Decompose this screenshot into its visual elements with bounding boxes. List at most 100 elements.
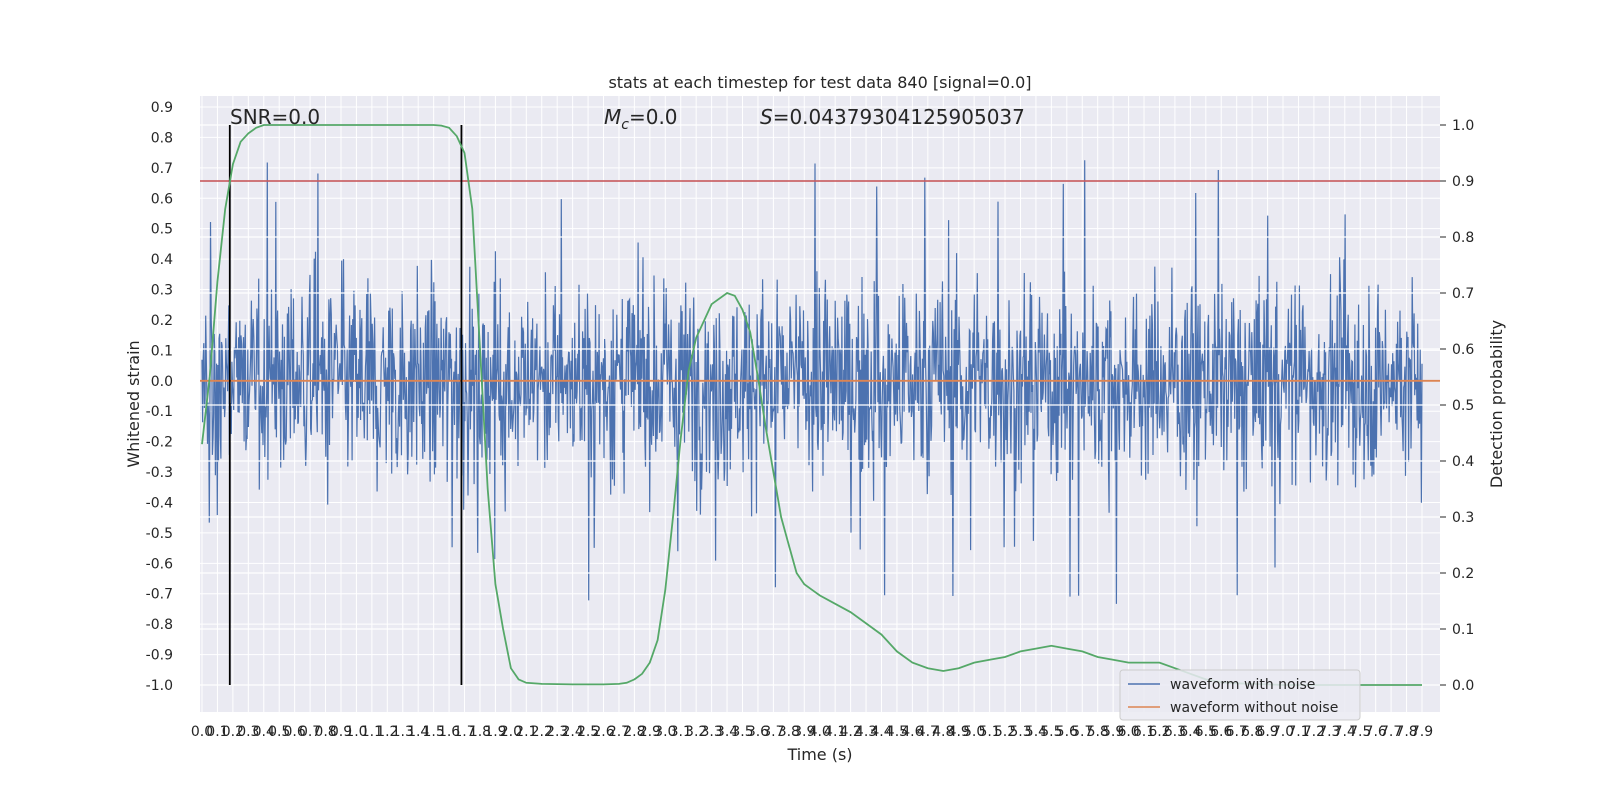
x-tick-label: 0.8 bbox=[314, 724, 336, 740]
x-tick-label: 5.2 bbox=[994, 724, 1016, 740]
x-tick-label: 2.3 bbox=[546, 724, 568, 740]
x-tick-label: 4.9 bbox=[948, 724, 970, 740]
x-tick-label: 2.9 bbox=[639, 724, 661, 740]
y-tick-label: -1.0 bbox=[146, 678, 173, 694]
y-tick-label: -0.9 bbox=[146, 648, 173, 664]
x-tick-label: 2.0 bbox=[500, 724, 522, 740]
x-tick-label: 5.7 bbox=[1071, 724, 1093, 740]
legend-label-clean: waveform without noise bbox=[1170, 700, 1338, 716]
x-tick-label: 0.1 bbox=[206, 724, 228, 740]
x-tick-label: 4.7 bbox=[917, 724, 939, 740]
x-tick-label: 1.4 bbox=[407, 724, 429, 740]
x-tick-label: 1.9 bbox=[484, 724, 506, 740]
s-value: =0.04379304125905037 bbox=[773, 105, 1025, 129]
x-tick-label: 7.0 bbox=[1272, 724, 1294, 740]
x-tick-label: 1.5 bbox=[423, 724, 445, 740]
x-tick-label: 4.0 bbox=[809, 724, 831, 740]
x-tick-label: 7.6 bbox=[1365, 724, 1387, 740]
x-tick-label: 2.7 bbox=[608, 724, 630, 740]
x-tick-label: 4.5 bbox=[886, 724, 908, 740]
x-tick-label: 7.8 bbox=[1395, 724, 1417, 740]
chirp-mass-annotation: Mc=0.0 bbox=[604, 105, 678, 133]
chart-title: stats at each timestep for test data 840… bbox=[608, 73, 1031, 92]
y2-tick-label: 0.0 bbox=[1452, 678, 1474, 694]
s-annotation: S=0.04379304125905037 bbox=[760, 105, 1025, 129]
x-tick-label: 7.3 bbox=[1318, 724, 1340, 740]
legend: waveform with noise waveform without noi… bbox=[1119, 669, 1361, 721]
x-tick-label: 0.7 bbox=[299, 724, 321, 740]
y2-tick-label: 1.0 bbox=[1452, 118, 1474, 134]
y-tick-label: 0.9 bbox=[151, 100, 173, 116]
y-tick-label: 0.2 bbox=[151, 313, 173, 329]
y2-tick-label: 0.4 bbox=[1452, 454, 1474, 470]
y-tick-label: -0.3 bbox=[146, 465, 173, 481]
x-tick-label: 4.3 bbox=[855, 724, 877, 740]
x-tick-label: 5.3 bbox=[1009, 724, 1031, 740]
x-tick-label: 5.6 bbox=[1056, 724, 1078, 740]
y-tick-label: -0.7 bbox=[146, 587, 173, 603]
y-tick-label: 0.8 bbox=[151, 130, 173, 146]
x-tick-label: 6.3 bbox=[1164, 724, 1186, 740]
y-tick-label: 0.6 bbox=[151, 191, 173, 207]
x-tick-label: 1.0 bbox=[345, 724, 367, 740]
x-tick-label: 0.0 bbox=[191, 724, 213, 740]
y-tick-label: -0.1 bbox=[146, 404, 173, 420]
x-tick-label: 6.9 bbox=[1256, 724, 1278, 740]
x-tick-label: 5.8 bbox=[1087, 724, 1109, 740]
x-tick-label: 7.1 bbox=[1287, 724, 1309, 740]
x-tick-label: 2.8 bbox=[623, 724, 645, 740]
x-tick-label: 7.9 bbox=[1411, 724, 1433, 740]
y-tick-label: -0.6 bbox=[146, 556, 173, 572]
x-tick-label: 4.1 bbox=[824, 724, 846, 740]
x-tick-label: 0.6 bbox=[284, 724, 306, 740]
x-tick-label: 3.6 bbox=[747, 724, 769, 740]
x-tick-label: 4.8 bbox=[932, 724, 954, 740]
x-tick-label: 7.2 bbox=[1303, 724, 1325, 740]
y2-tick-label: 0.8 bbox=[1452, 230, 1474, 246]
x-axis-label: Time (s) bbox=[786, 745, 852, 764]
x-tick-label: 0.4 bbox=[253, 724, 275, 740]
y-tick-label: 0.1 bbox=[151, 343, 173, 359]
x-tick-label: 6.1 bbox=[1133, 724, 1155, 740]
y-tick-label: -0.5 bbox=[146, 526, 173, 542]
legend-label-noise: waveform with noise bbox=[1170, 677, 1315, 693]
y2-tick-label: 0.2 bbox=[1452, 566, 1474, 582]
legend-box bbox=[1119, 669, 1361, 721]
snr-annotation: SNR=0.0 bbox=[230, 105, 320, 129]
x-tick-label: 0.2 bbox=[222, 724, 244, 740]
x-tick-label: 3.8 bbox=[778, 724, 800, 740]
x-tick-label: 7.5 bbox=[1349, 724, 1371, 740]
x-tick-label: 0.5 bbox=[268, 724, 290, 740]
x-tick-label: 3.3 bbox=[700, 724, 722, 740]
overlay-lines bbox=[200, 124, 1440, 686]
x-tick-label: 5.9 bbox=[1102, 724, 1124, 740]
x-tick-label: 4.2 bbox=[839, 724, 861, 740]
x-tick-label: 3.7 bbox=[762, 724, 784, 740]
x-tick-label: 2.1 bbox=[515, 724, 537, 740]
x-tick-label: 0.3 bbox=[237, 724, 259, 740]
x-tick-label: 3.0 bbox=[654, 724, 676, 740]
y-tick-label: -0.4 bbox=[146, 495, 173, 511]
y-tick-label: 0.0 bbox=[151, 374, 173, 390]
x-tick-label: 1.6 bbox=[438, 724, 460, 740]
x-tick-label: 1.3 bbox=[392, 724, 414, 740]
x-tick-label: 6.7 bbox=[1226, 724, 1248, 740]
x-tick-label: 7.4 bbox=[1334, 724, 1356, 740]
x-tick-label: 6.8 bbox=[1241, 724, 1263, 740]
x-tick-label: 3.1 bbox=[670, 724, 692, 740]
x-tick-label: 1.2 bbox=[376, 724, 398, 740]
x-tick-label: 6.6 bbox=[1210, 724, 1232, 740]
y-tick-label: -0.2 bbox=[146, 435, 173, 451]
y-axis-label: Whitened strain bbox=[124, 340, 143, 467]
x-tick-label: 2.2 bbox=[531, 724, 553, 740]
x-tick-label: 3.4 bbox=[716, 724, 738, 740]
x-tick-label: 6.5 bbox=[1195, 724, 1217, 740]
x-tick-label: 2.5 bbox=[577, 724, 599, 740]
x-tick-label: 4.6 bbox=[901, 724, 923, 740]
x-tick-label: 6.2 bbox=[1148, 724, 1170, 740]
y2-tick-label: 0.7 bbox=[1452, 286, 1474, 302]
x-tick-label: 3.2 bbox=[685, 724, 707, 740]
y2-tick-label: 0.9 bbox=[1452, 174, 1474, 190]
x-tick-label: 7.7 bbox=[1380, 724, 1402, 740]
